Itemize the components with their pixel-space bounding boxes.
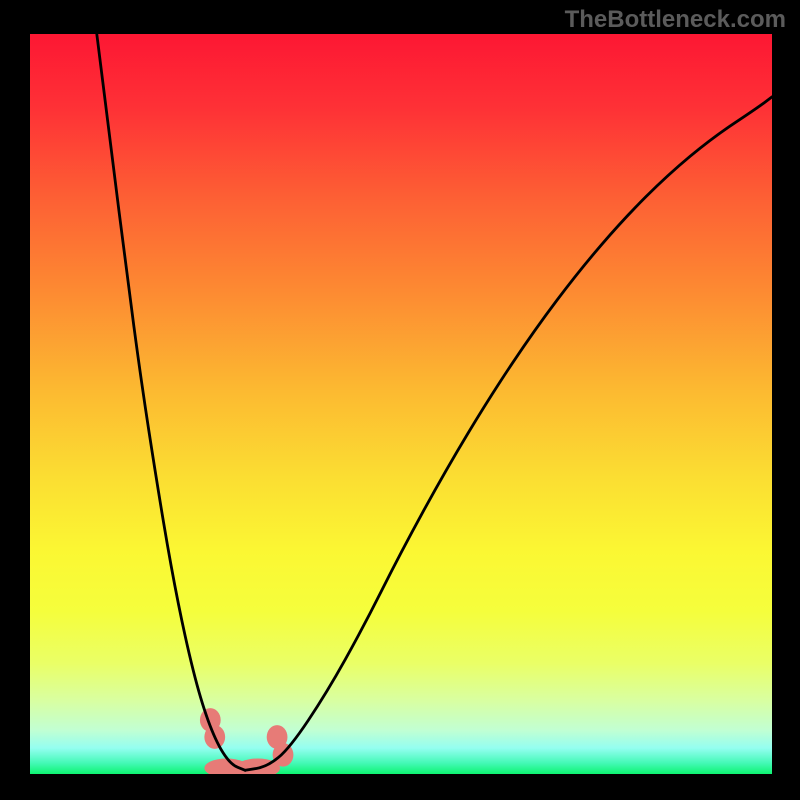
curve-right	[245, 97, 772, 770]
plot-area	[30, 34, 772, 774]
curve-left	[97, 34, 245, 770]
plot-svg	[30, 34, 772, 774]
watermark-text: TheBottleneck.com	[565, 6, 786, 34]
